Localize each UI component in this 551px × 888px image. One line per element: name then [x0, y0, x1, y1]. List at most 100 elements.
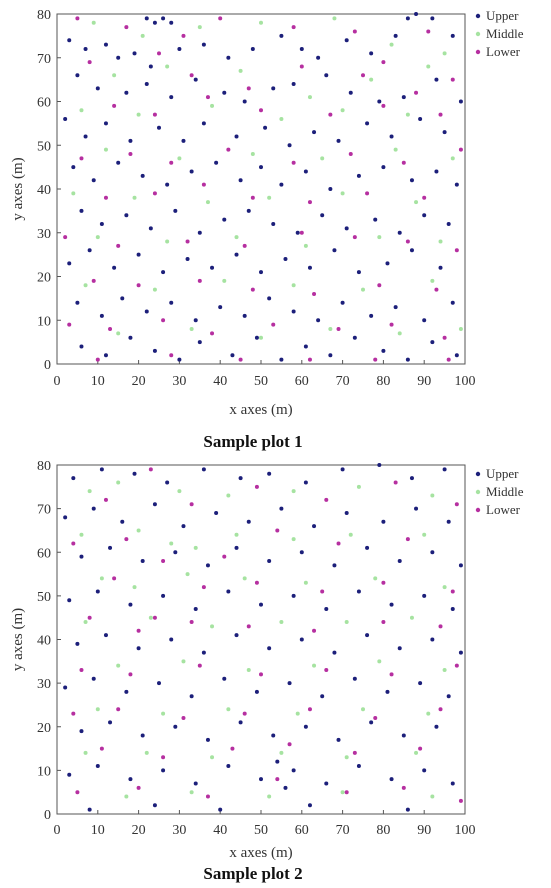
data-point-upper [291, 768, 296, 773]
data-point-lower [197, 663, 202, 668]
data-point-upper [259, 165, 263, 170]
data-point-upper [422, 318, 427, 323]
data-point-lower [75, 790, 80, 795]
data-point-lower [185, 239, 190, 244]
data-point-upper [458, 99, 463, 104]
data-point-middle [250, 152, 255, 156]
data-point-lower [226, 147, 231, 152]
data-point-lower [201, 182, 206, 187]
data-point-upper [442, 467, 447, 472]
data-point-middle [291, 537, 296, 542]
data-point-upper [401, 95, 406, 100]
data-point-upper [197, 340, 202, 345]
data-point-lower [458, 798, 463, 803]
data-point-lower [210, 331, 215, 336]
x-tick-label: 40 [213, 823, 227, 838]
data-point-middle [132, 585, 137, 590]
data-point-upper [91, 506, 96, 511]
data-point-upper [234, 252, 239, 257]
x-tick-label: 20 [132, 823, 146, 838]
data-point-lower [328, 112, 333, 117]
data-point-upper [369, 720, 374, 725]
data-point-upper [316, 55, 321, 60]
data-point-upper [267, 471, 272, 476]
data-point-upper [234, 134, 239, 139]
data-point-upper [450, 606, 455, 611]
data-point-upper [279, 506, 284, 511]
x-tick-label: 50 [254, 374, 268, 389]
y-tick-label: 0 [44, 358, 51, 373]
data-point-upper [79, 554, 84, 559]
data-point-upper [120, 519, 125, 524]
data-point-upper [79, 208, 84, 213]
data-point-middle [279, 117, 284, 121]
data-point-lower [108, 327, 113, 331]
data-point-upper [189, 169, 194, 174]
data-point-middle [83, 283, 88, 288]
data-point-upper [222, 217, 227, 222]
data-point-middle [91, 20, 96, 25]
series-middle [71, 16, 463, 340]
data-point-middle [291, 283, 296, 288]
legend: Upper Middle Lower [475, 8, 524, 59]
data-point-upper [218, 807, 223, 812]
data-point-lower [254, 580, 259, 585]
data-point-lower [152, 615, 157, 620]
data-point-upper [405, 16, 410, 21]
y-tick-label: 30 [37, 227, 51, 242]
data-point-upper [67, 772, 72, 777]
data-point-upper [254, 689, 259, 694]
data-point-upper [205, 737, 210, 742]
data-point-upper [132, 471, 137, 476]
data-point-middle [303, 243, 308, 248]
data-point-middle [79, 532, 84, 537]
x-tick-label: 20 [132, 374, 146, 389]
data-point-lower [352, 750, 357, 755]
data-point-lower [246, 624, 251, 629]
data-point-lower [291, 25, 296, 30]
x-tick-label: 10 [91, 374, 105, 389]
data-point-upper [414, 506, 419, 511]
data-point-lower [422, 195, 427, 200]
data-point-upper [369, 51, 374, 56]
data-point-lower [181, 716, 186, 721]
data-point-upper [169, 95, 174, 100]
data-point-upper [267, 296, 272, 301]
data-point-upper [157, 681, 161, 686]
data-point-lower [377, 283, 382, 288]
data-point-middle [340, 790, 345, 795]
data-point-upper [291, 593, 296, 598]
data-point-upper [299, 47, 304, 51]
data-point-lower [275, 528, 280, 533]
data-point-upper [381, 165, 386, 170]
legend-label-middle: Middle [486, 26, 524, 41]
data-point-upper [263, 125, 268, 130]
data-point-upper [108, 545, 113, 550]
data-point-lower [181, 33, 186, 38]
data-point-upper [365, 545, 370, 550]
x-tick-label: 60 [295, 823, 309, 838]
data-point-lower [275, 777, 280, 782]
data-point-upper [450, 33, 455, 38]
data-point-lower [218, 16, 223, 21]
y-axis-title: y axes (m) [10, 157, 26, 220]
data-point-upper [287, 143, 292, 148]
data-point-middle [279, 620, 284, 625]
data-point-lower [152, 112, 157, 117]
data-point-upper [83, 134, 88, 139]
data-point-upper [259, 777, 263, 782]
data-point-upper [409, 476, 414, 481]
y-tick-label: 20 [37, 721, 51, 736]
data-point-upper [116, 55, 121, 60]
data-point-lower [324, 668, 329, 673]
data-point-upper [458, 650, 463, 655]
data-point-middle [136, 528, 141, 533]
data-point-upper [193, 77, 198, 82]
data-point-upper [385, 689, 390, 694]
data-point-upper [152, 348, 157, 353]
data-point-upper [169, 300, 174, 305]
data-point-upper [446, 519, 451, 524]
data-point-middle [210, 103, 215, 108]
data-point-upper [136, 252, 141, 257]
data-point-upper [238, 178, 243, 183]
